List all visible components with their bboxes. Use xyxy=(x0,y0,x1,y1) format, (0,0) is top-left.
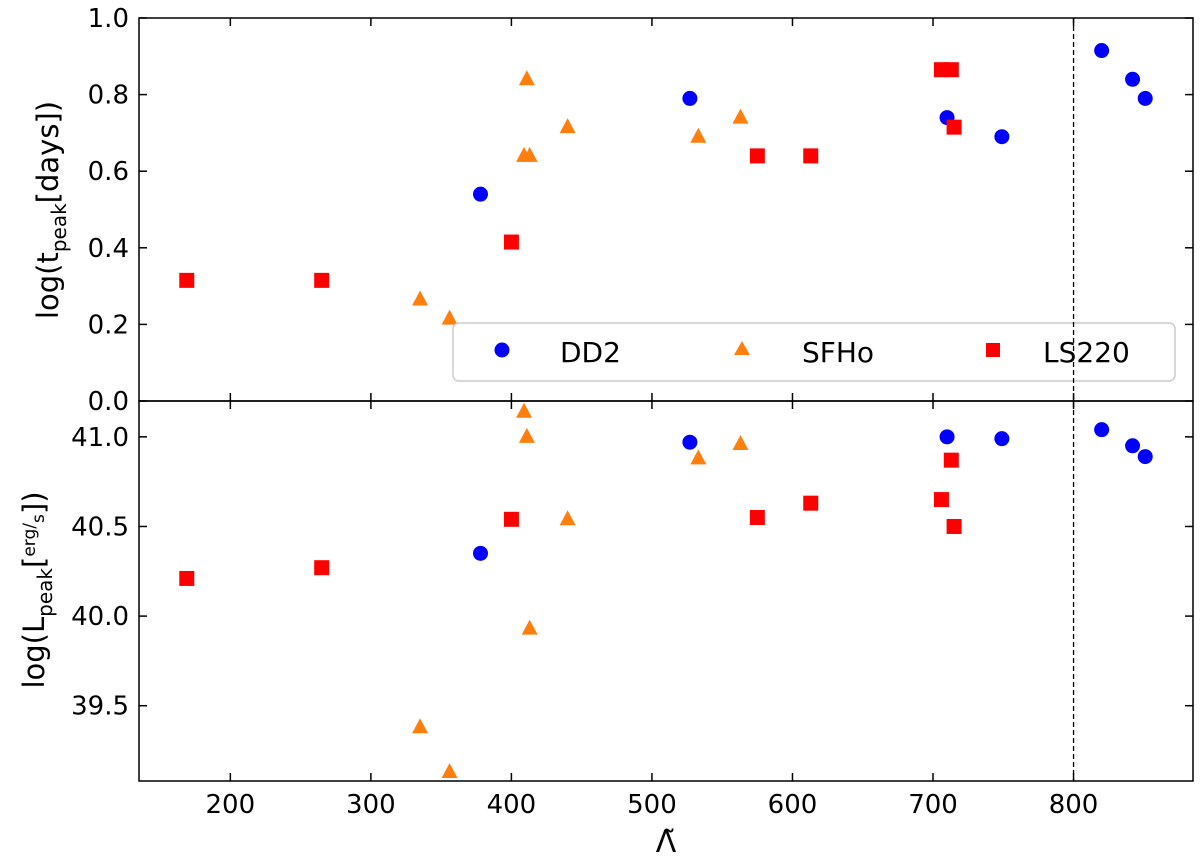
bottom-ylabel-unit-num: erg xyxy=(20,529,40,557)
top-point-dd2 xyxy=(1125,71,1141,87)
bottom-y-tick-label: 40.0 xyxy=(71,602,129,632)
legend-marker-dd2 xyxy=(494,342,510,358)
legend-label-dd2: DD2 xyxy=(560,336,621,369)
bottom-point-sfho xyxy=(559,510,576,526)
top-point-ls220 xyxy=(503,234,519,250)
bottom-point-dd2 xyxy=(1125,438,1141,454)
x-tick-label: 300 xyxy=(346,790,396,820)
x-tick-label: 400 xyxy=(487,790,537,820)
top-ylabel-base: t xyxy=(31,252,65,263)
bottom-point-ls220 xyxy=(179,570,195,586)
legend-marker-sfho xyxy=(734,341,750,355)
bottom-point-dd2 xyxy=(682,434,698,450)
bottom-ylabel-subscript: peak xyxy=(33,568,57,617)
top-point-dd2 xyxy=(1094,43,1110,59)
top-point-dd2 xyxy=(682,90,698,106)
bottom-point-sfho xyxy=(412,718,429,734)
bottom-point-ls220 xyxy=(803,495,819,511)
bottom-ylabel-prefix: log( xyxy=(17,633,51,689)
legend-label-ls220: LS220 xyxy=(1043,336,1130,369)
legend-frame xyxy=(452,322,1176,382)
top-y-axis-label: log(tpeak[days]) xyxy=(31,101,71,319)
bottom-y-tick-label: 41.0 xyxy=(71,423,129,453)
x-tick-label: 700 xyxy=(908,790,958,820)
bottom-point-sfho xyxy=(521,619,538,635)
bottom-ylabel-suffix: ) xyxy=(17,491,51,502)
top-point-ls220 xyxy=(314,272,330,288)
top-point-ls220 xyxy=(179,272,195,288)
legend: DD2 SFHo LS220 xyxy=(452,322,1176,382)
bottom-markers xyxy=(179,402,1153,779)
bottom-y-axis-label: log(Lpeak[erg/s]) xyxy=(17,491,57,688)
bottom-panel: 39.5 40.0 40.5 41.0 xyxy=(71,400,1194,782)
x-axis-ticks: 200 300 400 500 600 700 800 xyxy=(206,790,1099,820)
top-panel: 0.0 0.2 0.4 0.6 0.8 1.0 DD2 SFHo LS220 xyxy=(88,4,1194,417)
top-ylabel-subscript: peak xyxy=(47,203,71,252)
bottom-point-sfho xyxy=(441,763,458,779)
bottom-ylabel-bracket-open: [ xyxy=(17,557,51,568)
top-point-sfho xyxy=(690,127,707,143)
top-point-dd2 xyxy=(994,129,1010,145)
top-point-sfho xyxy=(412,290,429,306)
x-axis-label: Λ̃ xyxy=(656,825,677,858)
bottom-point-sfho xyxy=(732,435,749,451)
top-point-dd2 xyxy=(472,186,488,202)
top-point-sfho xyxy=(732,108,749,124)
top-markers xyxy=(179,43,1153,325)
top-ylabel-prefix: log( xyxy=(31,264,65,320)
bottom-point-ls220 xyxy=(946,518,962,534)
legend-marker-ls220 xyxy=(986,343,1000,357)
bottom-point-ls220 xyxy=(314,560,330,576)
top-y-tick-label: 0.0 xyxy=(88,387,129,417)
top-point-sfho xyxy=(559,118,576,134)
bottom-ylabel-bracket-close: ] xyxy=(17,503,51,514)
bottom-point-ls220 xyxy=(933,492,949,508)
top-ylabel-suffix: [days]) xyxy=(31,101,65,203)
bottom-ylabel-unit-den: s xyxy=(29,514,49,523)
bottom-point-ls220 xyxy=(749,510,765,526)
top-y-tick-label: 0.6 xyxy=(88,157,129,187)
bottom-point-dd2 xyxy=(994,431,1010,447)
top-ticks: 0.0 0.2 0.4 0.6 0.8 1.0 xyxy=(88,4,1193,417)
bottom-point-sfho xyxy=(690,449,707,465)
top-y-tick-label: 1.0 xyxy=(88,4,129,34)
top-point-ls220 xyxy=(946,119,962,135)
x-tick-label: 800 xyxy=(1049,790,1099,820)
top-point-ls220 xyxy=(943,62,959,78)
top-point-dd2 xyxy=(1137,90,1153,106)
bottom-point-sfho xyxy=(516,402,533,418)
legend-label-sfho: SFHo xyxy=(802,336,874,369)
bottom-point-dd2 xyxy=(472,545,488,561)
bottom-panel-frame xyxy=(138,400,1194,782)
top-y-tick-label: 0.4 xyxy=(88,234,129,264)
bottom-point-dd2 xyxy=(1137,449,1153,465)
x-tick-label: 200 xyxy=(206,790,256,820)
bottom-ylabel-unit-slash: / xyxy=(20,523,40,529)
x-tick-label: 500 xyxy=(627,790,677,820)
top-y-tick-label: 0.8 xyxy=(88,81,129,111)
top-y-tick-label: 0.2 xyxy=(88,310,129,340)
bottom-y-tick-label: 39.5 xyxy=(71,692,129,722)
bottom-ticks: 39.5 40.0 40.5 41.0 xyxy=(71,401,1193,781)
top-point-ls220 xyxy=(749,148,765,164)
bottom-point-sfho xyxy=(518,427,535,443)
top-point-ls220 xyxy=(803,148,819,164)
bottom-ylabel-base: L xyxy=(17,617,51,633)
bottom-point-ls220 xyxy=(503,511,519,527)
top-point-sfho xyxy=(518,70,535,86)
bottom-point-dd2 xyxy=(939,429,955,445)
bottom-point-dd2 xyxy=(1094,422,1110,438)
top-point-sfho xyxy=(441,309,458,325)
top-point-sfho xyxy=(521,146,538,162)
bottom-y-tick-label: 40.5 xyxy=(71,512,129,542)
x-tick-label: 600 xyxy=(768,790,818,820)
bottom-point-ls220 xyxy=(943,452,959,468)
